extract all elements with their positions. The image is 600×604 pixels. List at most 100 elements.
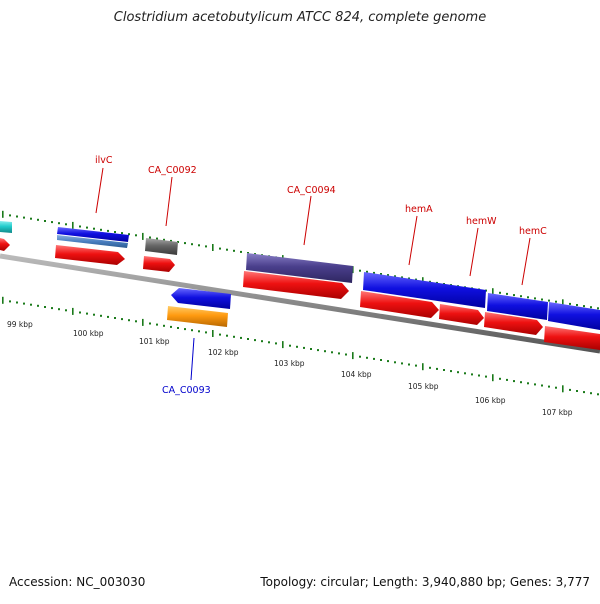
gene-ilvC-secondary[interactable] [57,235,128,248]
upper-scale-tick [79,225,81,228]
lower-scale-tick [380,359,382,361]
leader-hemA [408,215,418,266]
lower-scale-tick [184,328,186,331]
lower-scale-tick [324,350,326,353]
lower-scale-tick [23,302,25,305]
lower-scale-tick [387,360,389,363]
lower-scale-tick [429,366,431,369]
gene-CA_C0092[interactable] [145,238,178,255]
lower-scale-tick [30,303,32,306]
kbp-label: 103 kbp [274,359,305,368]
lower-scale-tick [198,330,200,333]
upper-scale-tick [2,210,4,218]
gene-hemC[interactable] [487,293,548,320]
lower-scale-tick [338,352,340,355]
upper-scale-tick [23,216,25,219]
cds-hemC[interactable] [484,312,543,335]
cds-hemA[interactable] [360,291,439,318]
upper-scale-tick [485,289,487,292]
label-CA_C0092[interactable]: CA_C0092 [148,165,197,176]
gene-right-partial[interactable] [548,302,600,330]
lower-scale-tick [408,363,410,366]
lower-scale-tick [296,345,298,348]
upper-scale-tick [408,277,410,280]
lower-scale-tick [212,330,214,337]
lower-scale-tick [345,353,347,356]
upper-scale-tick [212,244,214,251]
lower-scale-tick [51,307,53,310]
lower-scale-tick [149,322,151,325]
lower-scale-tick [443,369,445,371]
label-hemC[interactable]: hemC [519,226,547,237]
lower-scale-tick [107,315,109,318]
lower-scale-tick [422,363,424,371]
cds-ilvC[interactable] [55,245,125,265]
lower-scale-tick [401,362,403,365]
upper-scale-tick [359,269,361,272]
genome-backbone [0,253,600,354]
gene-hemA[interactable] [363,272,486,308]
lower-scale-tick [247,338,249,340]
label-CA_C0094[interactable]: CA_C0094 [287,185,336,196]
cds-CA_C0092[interactable] [143,256,175,272]
upper-scale-tick [513,294,515,297]
lower-scale-tick [576,390,578,392]
lower-scale-tick [268,341,270,344]
lower-scale-tick [156,323,158,326]
upper-scale-tick [184,242,186,245]
kbp-label: 107 kbp [542,408,573,417]
upper-scale-tick [583,305,585,308]
upper-scale-tick [16,215,18,218]
lower-scale-tick [254,339,256,342]
label-hemA[interactable]: hemA [405,204,433,215]
lower-scale-tick [261,340,263,343]
lower-scale-tick [128,319,130,322]
upper-scale-tick [156,237,158,240]
kbp-label: 102 kbp [208,348,239,357]
lower-scale-tick [177,327,179,329]
upper-scale-tick [65,223,67,226]
upper-scale-tick [387,274,389,277]
upper-scale-tick [205,245,207,248]
lower-scale-tick [352,352,354,360]
upper-scale-tick [142,232,144,240]
upper-scale-tick [492,288,494,296]
cds-hemW[interactable] [439,304,484,325]
upper-scale-tick [576,304,578,306]
upper-scale-tick [163,238,165,241]
feature-track [0,221,600,350]
upper-scale-tick [37,218,39,221]
gene-CA_C0094[interactable] [246,253,353,283]
upper-scale-tick [527,296,529,299]
label-ilvC[interactable]: ilvC [95,155,113,166]
cds-CA_C0094[interactable] [243,271,349,299]
lower-scale-tick [16,301,18,304]
gene-ilvC[interactable] [57,227,129,242]
feature-cyan[interactable] [0,221,12,233]
lower-scale-tick [450,370,452,373]
label-CA_C0093[interactable]: CA_C0093 [162,385,211,396]
lower-scale-tick [121,318,123,321]
upper-scale-tick [233,249,235,252]
lower-scale-tick [506,378,508,381]
upper-scale-tick [100,228,102,231]
upper-scale-tick [93,227,95,230]
gene-CA_C0093[interactable] [171,288,231,309]
upper-scale-tick [590,306,592,309]
lower-scale-tick [478,374,480,377]
lower-scale-tick [100,314,102,317]
lower-scale-tick [555,386,557,389]
upper-scale-tick [352,266,354,274]
lower-scale-tick [191,329,193,332]
cds-CA_C0093[interactable] [167,306,228,327]
upper-scale-tick [541,298,543,301]
topology-summary: Topology: circular; Length: 3,940,880 bp… [260,575,590,589]
cds-right-partial[interactable] [544,326,600,350]
upper-scale-tick [226,248,228,251]
cds-left-partial[interactable] [0,238,10,251]
lower-scale-tick [541,384,543,387]
leader-CA_C0092 [165,176,173,227]
lower-scale-tick [86,312,88,315]
label-hemW[interactable]: hemW [466,216,497,227]
lower-scale-tick [436,367,438,370]
